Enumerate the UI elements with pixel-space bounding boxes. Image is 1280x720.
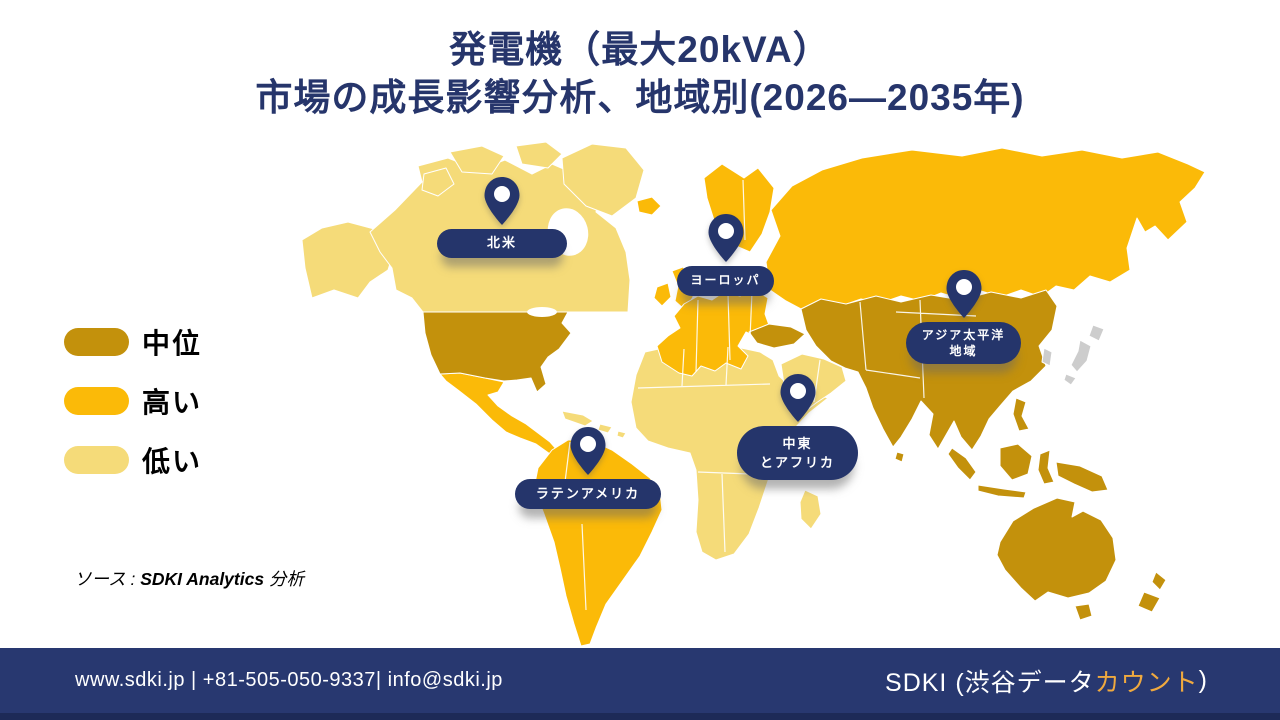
footer-bar: www.sdki.jp | +81-505-050-9337| info@sdk… — [0, 648, 1280, 720]
map-region-ireland — [653, 282, 672, 307]
marker-middle-east-africa: 中東 とアフリカ — [737, 372, 858, 480]
map-region-japan — [1063, 324, 1105, 386]
world-map-svg — [301, 141, 1206, 647]
map-region-iceland — [636, 196, 662, 216]
marker-europe: ヨーロッパ — [677, 212, 774, 296]
map-region-tasmania — [1074, 603, 1093, 621]
source-brand: SDKI Analytics — [140, 569, 265, 589]
map-region-australia — [996, 497, 1117, 602]
map-region-greenland — [561, 143, 645, 217]
region-label-text: 北米 — [486, 235, 517, 251]
map-region-new-guinea — [1055, 461, 1109, 493]
legend-label-high: 高い — [142, 387, 203, 418]
border-lines-africa — [637, 346, 771, 553]
map-region-mexico-central-america — [439, 372, 563, 459]
map-pin-icon — [780, 374, 815, 422]
map-region-arctic-islands — [421, 141, 563, 197]
map-region-caribbean — [561, 410, 627, 439]
map-region-madagascar — [799, 489, 822, 530]
region-label-middle-east-africa: 中東 とアフリカ — [737, 426, 858, 480]
map-region-united-states — [422, 311, 572, 393]
source-note: ソース : SDKI Analytics 分析 — [74, 566, 304, 591]
map-pin-icon — [946, 270, 981, 318]
title-line-1: 発電機（最大20kVA） — [449, 29, 831, 70]
map-region-indonesia — [947, 443, 1055, 499]
footer-brand-highlight: カウント — [1094, 668, 1199, 697]
region-label-north-america: 北米 — [437, 229, 567, 258]
map-region-sri-lanka — [894, 451, 905, 463]
region-label-text: ヨーロッパ — [690, 273, 761, 288]
legend-swatch-low — [64, 446, 129, 474]
map-pin-icon — [484, 177, 520, 225]
map-region-new-zealand — [1137, 571, 1167, 613]
footer-brand-suffix: ) — [1198, 666, 1208, 694]
footer-contact: www.sdki.jp | +81-505-050-9337| info@sdk… — [75, 669, 503, 691]
legend-swatch-medium — [64, 328, 129, 356]
region-label-europe: ヨーロッパ — [677, 266, 774, 296]
world-map: 北米 ヨーロッパ アジア太平洋 地域 — [300, 140, 1230, 650]
region-label-text: 中東 — [782, 435, 813, 451]
region-label-text: アジア太平洋 — [921, 327, 1006, 342]
map-region-europe — [656, 288, 771, 377]
great-lakes — [527, 307, 557, 317]
footer-brand-prefix: SDKI (渋谷データ — [885, 668, 1095, 697]
map-pin-icon — [708, 214, 743, 262]
region-label-text-2: とアフリカ — [759, 455, 835, 470]
map-region-russia — [765, 147, 1206, 310]
legend-item-low: 低い — [64, 440, 202, 480]
title-line-2: 市場の成長影響分析、地域別(2026—2035年) — [255, 77, 1025, 118]
region-label-text-2: 地域 — [949, 344, 978, 358]
legend-swatch-high — [64, 387, 129, 415]
region-label-asia-pacific: アジア太平洋 地域 — [906, 322, 1021, 364]
legend-item-medium: 中位 — [64, 322, 202, 362]
marker-north-america: 北米 — [437, 175, 567, 258]
map-region-africa — [630, 345, 829, 561]
region-label-text: ラテンアメリカ — [535, 485, 641, 501]
map-region-turkey — [748, 323, 806, 349]
legend-item-high: 高い — [64, 381, 202, 421]
border-lines-europe — [695, 179, 753, 373]
page-title: 発電機（最大20kVA） 市場の成長影響分析、地域別(2026—2035年) — [0, 26, 1280, 122]
legend-label-low: 低い — [142, 446, 203, 477]
source-prefix: ソース : — [74, 569, 136, 589]
map-pin-icon — [570, 427, 606, 475]
marker-latin-america: ラテンアメリカ — [515, 425, 661, 509]
source-suffix: 分析 — [268, 569, 304, 589]
legend-label-medium: 中位 — [142, 328, 203, 359]
marker-asia-pacific: アジア太平洋 地域 — [906, 268, 1021, 364]
border-lines-arabia — [813, 359, 821, 403]
footer-brand: SDKI (渋谷データ カウント ) — [885, 648, 1208, 713]
legend: 中位 高い 低い — [64, 322, 202, 499]
map-region-philippines — [1012, 397, 1030, 432]
map-region-korea — [1041, 347, 1053, 367]
region-label-latin-america: ラテンアメリカ — [515, 479, 661, 509]
